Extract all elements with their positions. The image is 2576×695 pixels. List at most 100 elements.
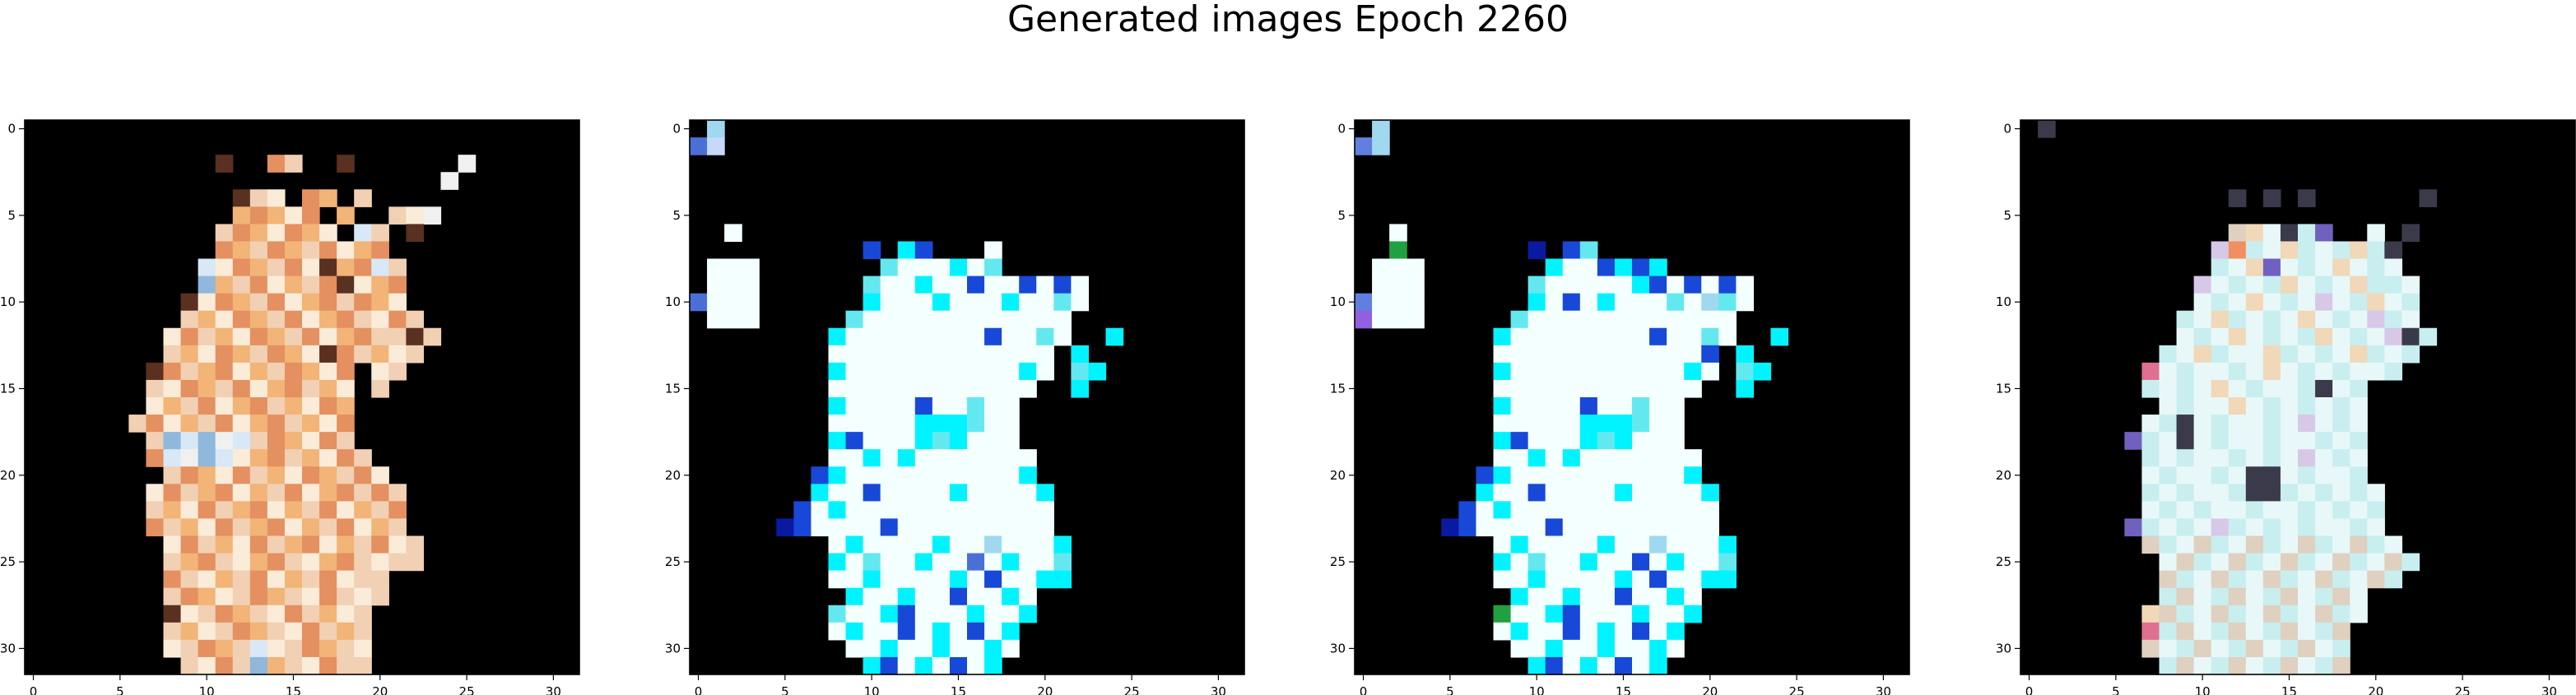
image-pixel — [897, 362, 916, 381]
image-pixel — [2176, 415, 2195, 433]
image-pixel — [215, 224, 234, 243]
image-pixel — [2280, 310, 2299, 329]
image-panel-3: 0 5 10 15 20 25 30 0 5 10 15 20 25 30 — [1330, 119, 1910, 695]
image-pixel — [828, 535, 847, 554]
image-pixel — [337, 432, 355, 450]
image-pixel — [2159, 518, 2178, 537]
image-pixel — [319, 397, 337, 415]
image-pixel — [1562, 553, 1581, 572]
image-pixel — [880, 432, 899, 450]
image-pixel — [1649, 570, 1667, 589]
image-pixel — [1632, 639, 1650, 658]
image-pixel — [371, 241, 389, 260]
image-pixel — [2176, 656, 2195, 675]
image-pixel — [2298, 432, 2316, 450]
image-pixel — [845, 466, 864, 484]
image-pixel — [284, 293, 303, 312]
image-pixel — [1562, 518, 1581, 537]
image-pixel — [707, 120, 725, 138]
image-pixel — [1614, 466, 1633, 484]
image-pixel — [163, 605, 182, 623]
image-pixel — [897, 415, 916, 433]
image-pixel — [1510, 501, 1529, 520]
image-pixel — [1649, 362, 1667, 381]
image-pixel — [1632, 449, 1650, 467]
image-pixel — [932, 362, 951, 381]
image-pixel — [354, 310, 372, 329]
image-pixel — [1632, 570, 1650, 589]
image-pixel — [2332, 276, 2350, 294]
image-pixel — [2315, 276, 2333, 294]
image-pixel — [1562, 535, 1581, 554]
image-pixel — [180, 466, 199, 484]
x-tick-label: 25 — [459, 684, 475, 695]
y-tick-label: 0 — [1337, 122, 1346, 137]
image-pixel — [146, 449, 165, 467]
image-pixel — [1667, 501, 1685, 520]
image-pixel — [2193, 310, 2212, 329]
image-pixel — [2367, 570, 2385, 589]
image-pixel — [2280, 449, 2299, 467]
image-pixel — [1597, 622, 1616, 641]
image-pixel — [302, 484, 320, 502]
image-pixel — [1053, 310, 1072, 329]
image-pixel — [1527, 276, 1546, 294]
image-pixel — [354, 327, 372, 346]
image-pixel — [2384, 345, 2402, 364]
image-pixel — [2367, 553, 2385, 572]
image-pixel — [1667, 310, 1685, 329]
image-pixel — [2228, 501, 2247, 520]
image-pixel — [284, 241, 303, 260]
image-pixel — [880, 258, 899, 277]
image-pixel — [1579, 397, 1598, 415]
image-pixel — [2228, 224, 2247, 243]
image-pixel — [1019, 570, 1037, 589]
image-pixel — [2280, 484, 2299, 502]
image-pixel — [1545, 432, 1564, 450]
image-pixel — [2402, 345, 2420, 364]
image-pixel — [1597, 310, 1616, 329]
image-pixel — [2332, 587, 2350, 606]
image-pixel — [2176, 449, 2195, 467]
image-pixel — [1562, 379, 1581, 398]
image-pixel — [180, 518, 199, 537]
image-pixel — [163, 345, 182, 364]
image-pixel — [1493, 449, 1512, 467]
image-pixel — [2332, 310, 2350, 329]
image-pixel — [2228, 189, 2247, 207]
image-pixel — [2193, 276, 2212, 294]
image-pixel — [249, 535, 268, 554]
image-pixel — [880, 362, 899, 381]
image-pixel — [337, 605, 355, 623]
image-pixel — [406, 206, 425, 225]
image-pixel — [215, 587, 234, 606]
x-tick-label: 20 — [1037, 684, 1053, 695]
image-pixel — [1614, 535, 1633, 554]
image-pixel — [932, 622, 951, 641]
image-pixel — [2262, 224, 2281, 243]
image-pixel — [845, 587, 864, 606]
image-pixel — [914, 327, 933, 346]
image-pixel — [2211, 570, 2230, 589]
image-pixel — [1649, 501, 1667, 520]
image-pixel — [371, 293, 389, 312]
image-pixel — [914, 362, 933, 381]
image-pixel — [2228, 327, 2247, 346]
image-pixel — [932, 518, 951, 537]
image-pixel — [354, 656, 372, 675]
image-pixel — [914, 570, 933, 589]
image-pixel — [1036, 310, 1054, 329]
image-pixel — [1614, 310, 1633, 329]
image-pixel — [2402, 553, 2420, 572]
image-pixel — [1632, 327, 1650, 346]
image-pixel — [180, 535, 199, 554]
image-pixel — [2315, 415, 2333, 433]
image-pixel — [2332, 241, 2350, 260]
image-pixel — [267, 622, 286, 641]
image-pixel — [1614, 397, 1633, 415]
image-pixel — [1019, 535, 1037, 554]
image-pixel — [1527, 327, 1546, 346]
image-pixel — [949, 415, 968, 433]
image-pixel — [949, 535, 968, 554]
image-pixel — [897, 570, 916, 589]
